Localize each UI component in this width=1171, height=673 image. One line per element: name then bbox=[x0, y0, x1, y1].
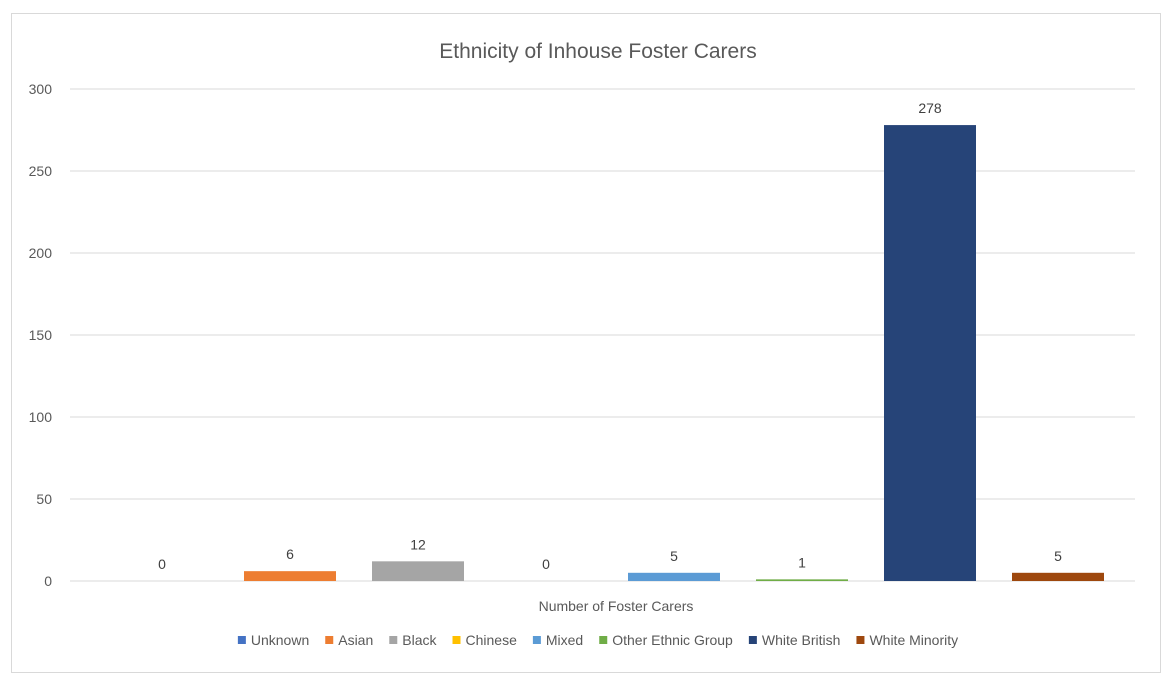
legend-swatch bbox=[389, 636, 398, 644]
bar-white-minority bbox=[1012, 572, 1104, 581]
legend-item: Mixed bbox=[532, 632, 583, 648]
x-axis-label: Number of Foster Carers bbox=[539, 598, 694, 614]
data-label: 12 bbox=[410, 536, 426, 552]
y-tick-label: 150 bbox=[29, 327, 53, 343]
data-label: 1 bbox=[798, 554, 806, 570]
legend-swatch bbox=[532, 636, 541, 644]
legend-swatch bbox=[452, 636, 461, 644]
data-label: 5 bbox=[1054, 548, 1062, 564]
legend-swatch bbox=[856, 636, 865, 644]
legend-item: Asian bbox=[325, 632, 373, 648]
legend-swatch bbox=[748, 636, 757, 644]
legend: Unknown Asian Black Chinese Mixed Other Ethni… bbox=[237, 632, 958, 648]
legend-label: Chinese bbox=[466, 632, 518, 648]
y-tick-label: 250 bbox=[29, 163, 53, 179]
legend-swatch bbox=[325, 636, 334, 644]
legend-label: Asian bbox=[338, 632, 373, 648]
legend-item: Unknown bbox=[237, 632, 309, 648]
y-tick-label: 100 bbox=[29, 409, 53, 425]
legend-label: Mixed bbox=[546, 632, 583, 648]
legend-label: White British bbox=[762, 632, 841, 648]
data-label: 278 bbox=[918, 100, 942, 116]
legend-item: Other Ethnic Group bbox=[599, 632, 733, 648]
data-label: 6 bbox=[286, 546, 294, 562]
legend-label: Other Ethnic Group bbox=[612, 632, 733, 648]
y-axis-tick-labels: 0 50 100 150 200 250 300 bbox=[29, 81, 53, 589]
legend-swatch bbox=[599, 636, 608, 644]
legend-item: White British bbox=[748, 632, 841, 648]
legend-swatch bbox=[237, 636, 246, 644]
legend-item: Black bbox=[389, 632, 438, 648]
y-tick-label: 0 bbox=[44, 573, 52, 589]
data-label: 5 bbox=[670, 548, 678, 564]
legend-label: Black bbox=[402, 632, 437, 648]
bar-other-ethnic-group bbox=[756, 579, 848, 581]
legend-item: Chinese bbox=[452, 632, 518, 648]
bars bbox=[244, 125, 1104, 581]
legend-item: White Minority bbox=[856, 632, 958, 648]
y-tick-label: 200 bbox=[29, 245, 53, 261]
bar-black bbox=[372, 561, 464, 581]
data-label: 0 bbox=[542, 556, 550, 572]
y-tick-label: 300 bbox=[29, 81, 53, 97]
data-label: 0 bbox=[158, 556, 166, 572]
data-labels: 0 6 12 0 5 1 278 5 bbox=[158, 100, 1062, 572]
bar-asian bbox=[244, 571, 336, 581]
y-tick-label: 50 bbox=[36, 491, 52, 507]
bar-white-british bbox=[884, 125, 976, 581]
chart-title: Ethnicity of Inhouse Foster Carers bbox=[439, 40, 756, 63]
legend-label: Unknown bbox=[251, 632, 309, 648]
bar-mixed bbox=[628, 572, 720, 581]
legend-label: White Minority bbox=[869, 632, 958, 648]
